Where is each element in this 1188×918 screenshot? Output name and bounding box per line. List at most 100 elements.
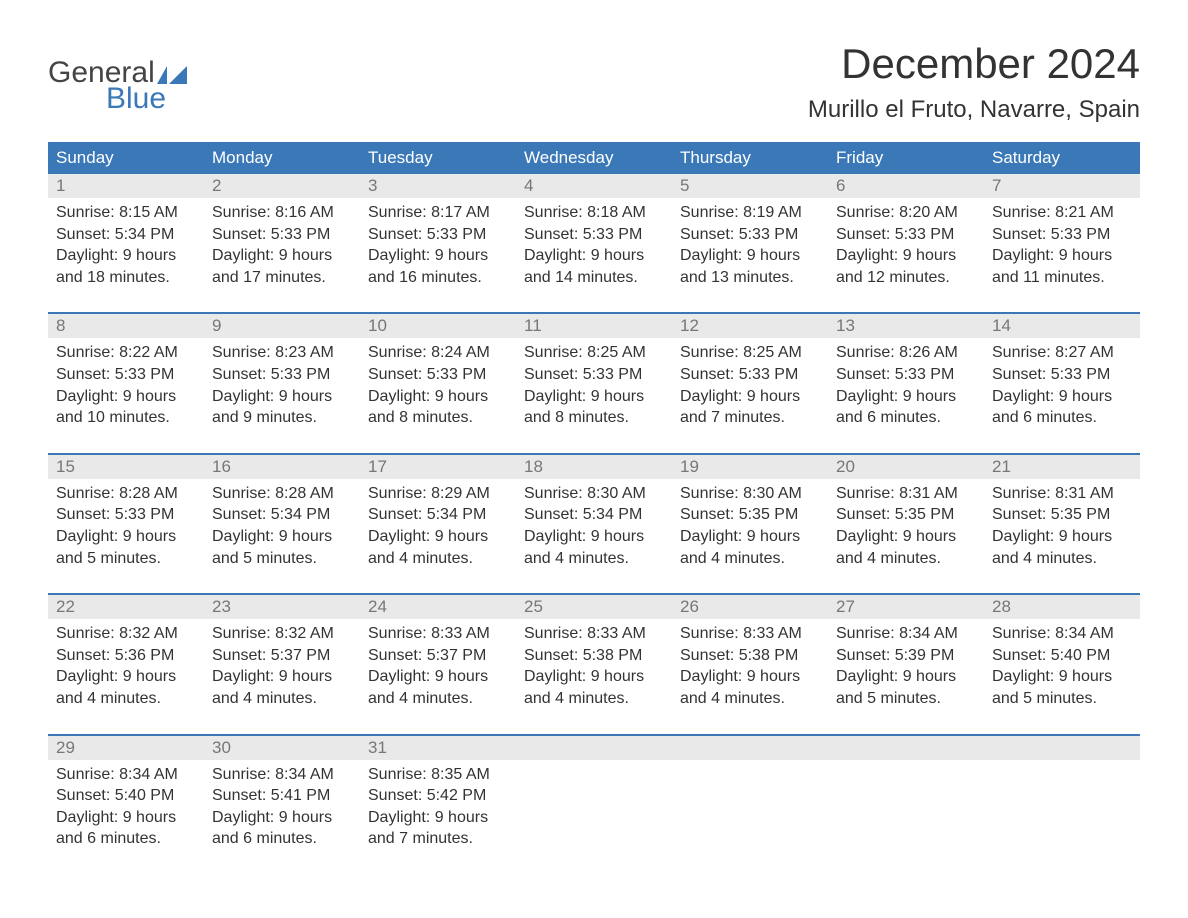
day-cell: Sunrise: 8:33 AMSunset: 5:38 PMDaylight:… (516, 619, 672, 719)
sunset-line: Sunset: 5:40 PM (992, 645, 1132, 667)
sunrise-line: Sunrise: 8:31 AM (992, 483, 1132, 505)
day-number (828, 736, 984, 760)
sunset-line: Sunset: 5:41 PM (212, 785, 352, 807)
day-cell: Sunrise: 8:33 AMSunset: 5:38 PMDaylight:… (672, 619, 828, 719)
sunrise-line: Sunrise: 8:21 AM (992, 202, 1132, 224)
day-header: Sunday (48, 142, 204, 174)
day-number: 12 (672, 314, 828, 338)
day-cell: Sunrise: 8:28 AMSunset: 5:34 PMDaylight:… (204, 479, 360, 579)
sunrise-line: Sunrise: 8:29 AM (368, 483, 508, 505)
sunrise-line: Sunrise: 8:22 AM (56, 342, 196, 364)
header: General Blue December 2024 Murillo el Fr… (48, 40, 1140, 124)
day-number: 29 (48, 736, 204, 760)
daylight-line: Daylight: 9 hours and 16 minutes. (368, 245, 508, 288)
sunrise-line: Sunrise: 8:16 AM (212, 202, 352, 224)
sunset-line: Sunset: 5:33 PM (992, 224, 1132, 246)
day-number: 20 (828, 455, 984, 479)
day-number: 18 (516, 455, 672, 479)
day-cell: Sunrise: 8:19 AMSunset: 5:33 PMDaylight:… (672, 198, 828, 298)
sunrise-line: Sunrise: 8:34 AM (56, 764, 196, 786)
daylight-line: Daylight: 9 hours and 17 minutes. (212, 245, 352, 288)
day-cell: Sunrise: 8:31 AMSunset: 5:35 PMDaylight:… (828, 479, 984, 579)
sunrise-line: Sunrise: 8:33 AM (524, 623, 664, 645)
sunset-line: Sunset: 5:33 PM (524, 364, 664, 386)
sunset-line: Sunset: 5:33 PM (836, 224, 976, 246)
sunset-line: Sunset: 5:33 PM (368, 224, 508, 246)
sunrise-line: Sunrise: 8:25 AM (524, 342, 664, 364)
day-cell: Sunrise: 8:22 AMSunset: 5:33 PMDaylight:… (48, 338, 204, 438)
sunset-line: Sunset: 5:38 PM (680, 645, 820, 667)
sunrise-line: Sunrise: 8:34 AM (836, 623, 976, 645)
day-number (672, 736, 828, 760)
sunset-line: Sunset: 5:33 PM (680, 364, 820, 386)
day-number (516, 736, 672, 760)
day-number: 31 (360, 736, 516, 760)
day-number: 14 (984, 314, 1140, 338)
daylight-line: Daylight: 9 hours and 4 minutes. (212, 666, 352, 709)
day-header: Saturday (984, 142, 1140, 174)
daylight-line: Daylight: 9 hours and 4 minutes. (836, 526, 976, 569)
sunrise-line: Sunrise: 8:33 AM (368, 623, 508, 645)
sunrise-line: Sunrise: 8:30 AM (524, 483, 664, 505)
day-cell: Sunrise: 8:23 AMSunset: 5:33 PMDaylight:… (204, 338, 360, 438)
day-number: 21 (984, 455, 1140, 479)
sunrise-line: Sunrise: 8:30 AM (680, 483, 820, 505)
daylight-line: Daylight: 9 hours and 4 minutes. (368, 526, 508, 569)
sunset-line: Sunset: 5:33 PM (56, 364, 196, 386)
daylight-line: Daylight: 9 hours and 5 minutes. (56, 526, 196, 569)
daylight-line: Daylight: 9 hours and 4 minutes. (368, 666, 508, 709)
daylight-line: Daylight: 9 hours and 8 minutes. (524, 386, 664, 429)
daylight-line: Daylight: 9 hours and 14 minutes. (524, 245, 664, 288)
title-block: December 2024 Murillo el Fruto, Navarre,… (808, 40, 1140, 124)
day-number: 9 (204, 314, 360, 338)
day-header-row: SundayMondayTuesdayWednesdayThursdayFrid… (48, 142, 1140, 174)
sunset-line: Sunset: 5:40 PM (56, 785, 196, 807)
day-number: 13 (828, 314, 984, 338)
day-number: 10 (360, 314, 516, 338)
week-row: 22232425262728Sunrise: 8:32 AMSunset: 5:… (48, 593, 1140, 719)
day-number (984, 736, 1140, 760)
sunset-line: Sunset: 5:33 PM (524, 224, 664, 246)
sunset-line: Sunset: 5:37 PM (368, 645, 508, 667)
day-cell: Sunrise: 8:30 AMSunset: 5:34 PMDaylight:… (516, 479, 672, 579)
day-number: 23 (204, 595, 360, 619)
daylight-line: Daylight: 9 hours and 6 minutes. (992, 386, 1132, 429)
sunset-line: Sunset: 5:35 PM (992, 504, 1132, 526)
day-cell: Sunrise: 8:34 AMSunset: 5:39 PMDaylight:… (828, 619, 984, 719)
daynum-row: 22232425262728 (48, 595, 1140, 619)
daynum-row: 1234567 (48, 174, 1140, 198)
day-cell: Sunrise: 8:31 AMSunset: 5:35 PMDaylight:… (984, 479, 1140, 579)
day-cell: Sunrise: 8:30 AMSunset: 5:35 PMDaylight:… (672, 479, 828, 579)
sunset-line: Sunset: 5:37 PM (212, 645, 352, 667)
sunrise-line: Sunrise: 8:19 AM (680, 202, 820, 224)
day-number: 1 (48, 174, 204, 198)
sunrise-line: Sunrise: 8:28 AM (212, 483, 352, 505)
sunset-line: Sunset: 5:33 PM (836, 364, 976, 386)
daylight-line: Daylight: 9 hours and 6 minutes. (836, 386, 976, 429)
day-number: 4 (516, 174, 672, 198)
daynum-row: 15161718192021 (48, 455, 1140, 479)
month-title: December 2024 (808, 40, 1140, 88)
sunset-line: Sunset: 5:38 PM (524, 645, 664, 667)
day-cell: Sunrise: 8:29 AMSunset: 5:34 PMDaylight:… (360, 479, 516, 579)
daylight-line: Daylight: 9 hours and 4 minutes. (524, 526, 664, 569)
day-cell: Sunrise: 8:25 AMSunset: 5:33 PMDaylight:… (672, 338, 828, 438)
daylight-line: Daylight: 9 hours and 8 minutes. (368, 386, 508, 429)
daynum-row: 293031 (48, 736, 1140, 760)
day-cell (828, 760, 984, 860)
sunrise-line: Sunrise: 8:24 AM (368, 342, 508, 364)
sunset-line: Sunset: 5:34 PM (368, 504, 508, 526)
daylight-line: Daylight: 9 hours and 12 minutes. (836, 245, 976, 288)
day-number: 26 (672, 595, 828, 619)
week-row: 1234567Sunrise: 8:15 AMSunset: 5:34 PMDa… (48, 174, 1140, 298)
sunrise-line: Sunrise: 8:28 AM (56, 483, 196, 505)
day-number: 7 (984, 174, 1140, 198)
sunset-line: Sunset: 5:34 PM (212, 504, 352, 526)
sunrise-line: Sunrise: 8:33 AM (680, 623, 820, 645)
day-number: 11 (516, 314, 672, 338)
day-number: 5 (672, 174, 828, 198)
day-cell: Sunrise: 8:32 AMSunset: 5:36 PMDaylight:… (48, 619, 204, 719)
day-cell: Sunrise: 8:16 AMSunset: 5:33 PMDaylight:… (204, 198, 360, 298)
sunset-line: Sunset: 5:33 PM (212, 364, 352, 386)
day-cell: Sunrise: 8:20 AMSunset: 5:33 PMDaylight:… (828, 198, 984, 298)
